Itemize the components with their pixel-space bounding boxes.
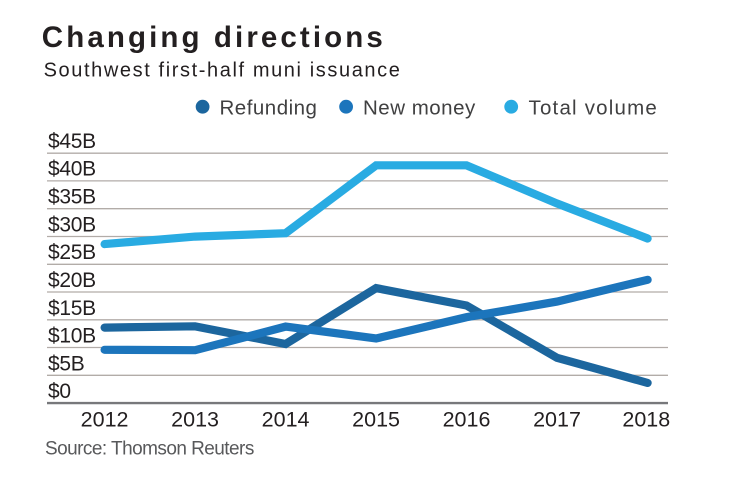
svg-text:2017: 2017 — [533, 408, 581, 432]
svg-text:$5B: $5B — [48, 352, 84, 375]
svg-text:$10B: $10B — [48, 325, 96, 348]
svg-text:Southwest first-half muni issu: Southwest first-half muni issuance — [44, 60, 402, 82]
svg-text:2015: 2015 — [352, 408, 400, 432]
svg-text:$0: $0 — [48, 380, 71, 403]
svg-text:$35B: $35B — [48, 186, 96, 209]
svg-text:Refunding: Refunding — [220, 96, 318, 119]
svg-text:Source: Thomson Reuters: Source: Thomson Reuters — [45, 439, 254, 460]
svg-text:$20B: $20B — [48, 269, 96, 292]
svg-text:$30B: $30B — [48, 213, 96, 236]
svg-text:2018: 2018 — [622, 408, 670, 432]
svg-text:$25B: $25B — [48, 241, 96, 264]
svg-text:2013: 2013 — [171, 408, 219, 432]
svg-text:$15B: $15B — [48, 297, 96, 320]
svg-text:Total volume: Total volume — [529, 96, 658, 119]
svg-text:2014: 2014 — [262, 408, 310, 432]
svg-text:2012: 2012 — [81, 408, 129, 432]
svg-text:2016: 2016 — [443, 408, 491, 432]
svg-text:$40B: $40B — [48, 158, 96, 181]
svg-text:New money: New money — [363, 96, 476, 119]
svg-text:$45B: $45B — [48, 130, 96, 153]
svg-text:Changing directions: Changing directions — [42, 21, 386, 54]
